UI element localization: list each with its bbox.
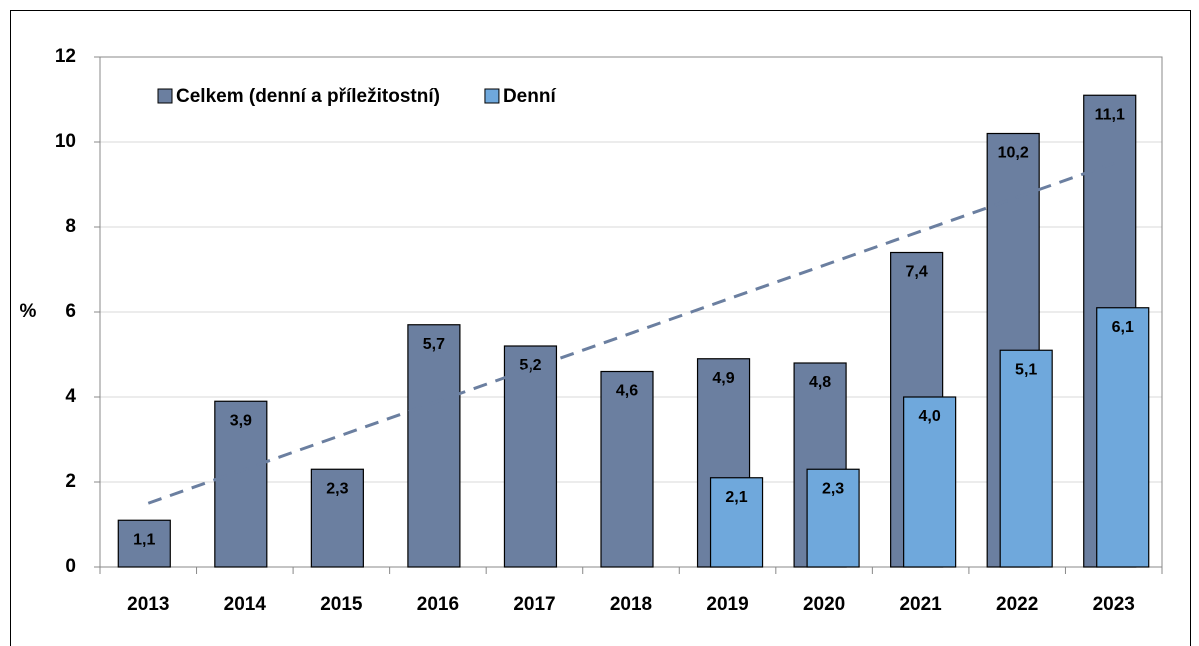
bar <box>600 370 654 568</box>
value-label: 4,8 <box>809 374 831 391</box>
value-label: 7,4 <box>906 264 928 281</box>
frame <box>10 10 1191 646</box>
value-label: 11,1 <box>1095 106 1125 123</box>
bar <box>117 519 171 568</box>
x-tick-label: 2013 <box>127 594 169 615</box>
bar <box>709 477 764 568</box>
y-tick-label: 0 <box>65 556 76 577</box>
trend-line <box>147 161 1115 505</box>
bar <box>903 396 957 568</box>
value-label: 2,3 <box>326 480 348 497</box>
legend-label: Denní <box>503 86 557 107</box>
x-tick-label: 2015 <box>320 594 363 615</box>
x-tick-label: 2022 <box>996 594 1038 615</box>
value-label: 5,7 <box>423 336 445 353</box>
x-tick-label: 2020 <box>803 594 845 615</box>
bar <box>999 349 1053 568</box>
bar <box>407 324 461 568</box>
bar <box>310 468 364 568</box>
bar <box>806 468 860 568</box>
x-tick-label: 2014 <box>224 594 267 615</box>
value-label: 4,6 <box>616 383 638 400</box>
value-label: 2,1 <box>725 489 747 506</box>
x-tick-label: 2017 <box>513 594 555 615</box>
y-tick-label: 8 <box>65 216 76 237</box>
legend-label: Celkem (denní a příležitostní) <box>176 86 440 107</box>
x-tick-label: 2016 <box>417 594 459 615</box>
value-label: 5,1 <box>1015 361 1037 378</box>
value-label: 6,1 <box>1112 319 1134 336</box>
x-tick-label: 2023 <box>1093 594 1135 615</box>
legend-swatch <box>157 88 173 104</box>
y-tick-label: 12 <box>55 46 76 67</box>
y-tick-label: 2 <box>65 471 76 492</box>
y-tick-label: 6 <box>65 301 76 322</box>
value-label: 4,0 <box>919 408 941 425</box>
x-tick-label: 2021 <box>899 594 942 615</box>
legend-swatch <box>484 88 500 104</box>
value-label: 2,3 <box>822 480 844 497</box>
x-tick-label: 2018 <box>610 594 652 615</box>
y-axis-label: % <box>20 301 37 322</box>
x-tick-label: 2019 <box>706 594 748 615</box>
value-label: 1,1 <box>133 531 155 548</box>
y-tick-label: 10 <box>55 131 76 152</box>
bar <box>503 345 558 568</box>
value-label: 10,2 <box>998 145 1029 162</box>
bar <box>1096 307 1150 568</box>
bar <box>214 400 268 568</box>
y-tick-label: 4 <box>65 386 76 407</box>
value-label: 4,9 <box>712 370 734 387</box>
value-label: 3,9 <box>230 412 252 429</box>
